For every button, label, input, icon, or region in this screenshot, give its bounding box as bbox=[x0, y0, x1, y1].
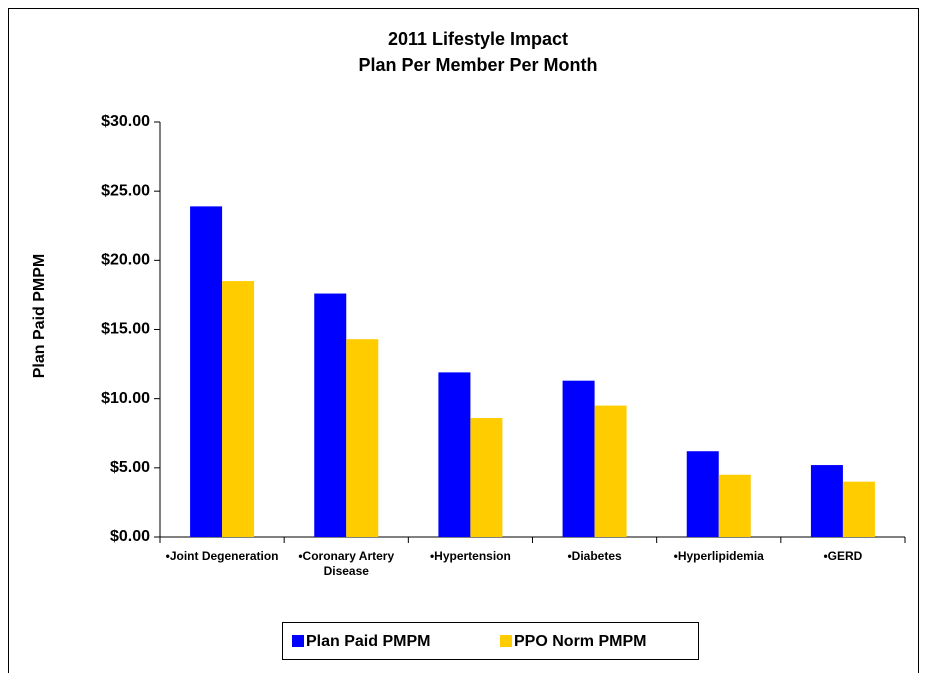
bar bbox=[470, 418, 503, 537]
x-tick-label: •Diabetes bbox=[567, 549, 622, 563]
chart-subtitle: Plan Per Member Per Month bbox=[358, 55, 597, 75]
bar bbox=[842, 481, 875, 537]
y-tick-label: $10.00 bbox=[101, 390, 150, 407]
legend-label: Plan Paid PMPM bbox=[306, 633, 430, 650]
y-tick-label: $15.00 bbox=[101, 321, 150, 338]
y-axis-title: Plan Paid PMPM bbox=[31, 254, 48, 378]
legend-label: PPO Norm PMPM bbox=[514, 633, 646, 650]
y-tick-label: $5.00 bbox=[110, 459, 150, 476]
bar bbox=[562, 380, 595, 537]
y-tick-label: $0.00 bbox=[110, 528, 150, 545]
bar bbox=[810, 465, 843, 537]
x-tick-label: •Joint Degeneration bbox=[165, 549, 279, 563]
y-tick-label: $30.00 bbox=[101, 113, 150, 130]
y-tick-label: $20.00 bbox=[101, 252, 150, 269]
bar bbox=[190, 206, 223, 537]
bar bbox=[346, 339, 379, 537]
x-tick-label: •Hypertension bbox=[429, 549, 511, 563]
bar bbox=[718, 474, 751, 537]
x-tick-label: •Coronary Artery Disease bbox=[298, 549, 395, 578]
x-tick-label: •Hyperlipidemia bbox=[673, 549, 764, 563]
y-tick-label: $25.00 bbox=[101, 182, 150, 199]
x-tick-label: •GERD bbox=[823, 549, 863, 563]
legend-swatch bbox=[500, 635, 512, 647]
bar bbox=[222, 281, 255, 537]
chart-border bbox=[8, 8, 919, 673]
bar bbox=[438, 372, 471, 537]
bar bbox=[594, 405, 627, 537]
chart-title: 2011 Lifestyle Impact bbox=[388, 29, 568, 49]
bar bbox=[686, 451, 719, 537]
legend-box bbox=[282, 622, 699, 660]
bar bbox=[314, 293, 347, 537]
legend-swatch bbox=[292, 635, 304, 647]
